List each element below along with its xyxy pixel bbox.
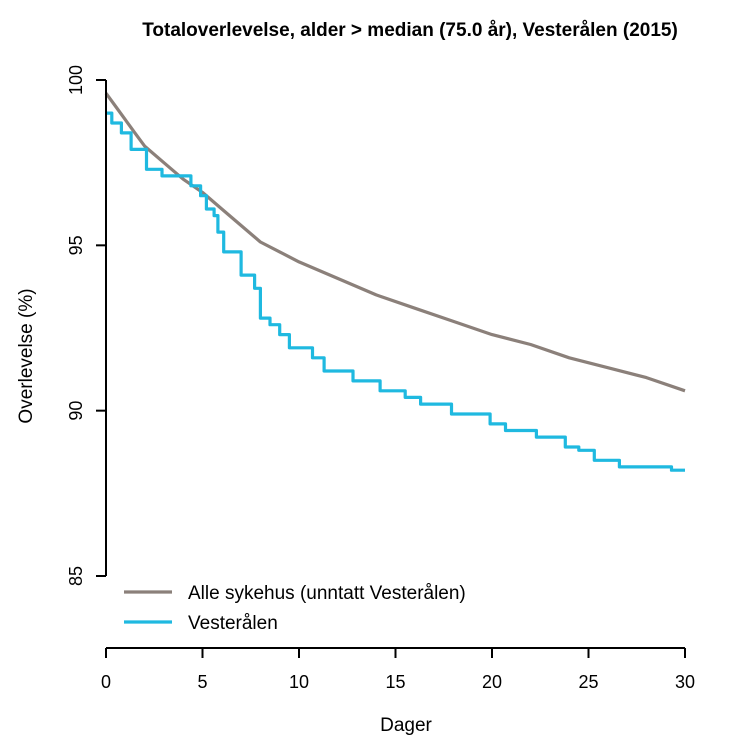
- y-tick-label: 85: [66, 566, 86, 586]
- x-tick-label: 25: [578, 672, 598, 692]
- y-tick-label: 95: [66, 235, 86, 255]
- x-axis-label: Dager: [380, 715, 432, 736]
- plot-lines: [104, 92, 686, 472]
- legend-label: Alle sykehus (unntatt Vesterålen): [188, 583, 466, 604]
- x-tick-label: 5: [197, 672, 207, 692]
- x-tick-label: 15: [385, 672, 405, 692]
- chart-title: Totaloverlevelse, alder > median (75.0 å…: [142, 20, 678, 41]
- y-axis-ticks: 85 90 95 100: [66, 65, 106, 586]
- x-tick-label: 10: [289, 672, 309, 692]
- legend-label: Vesterålen: [188, 613, 278, 634]
- x-tick-label: 20: [482, 672, 502, 692]
- x-tick-label: 30: [675, 672, 695, 692]
- series-line-vesteralen: [106, 111, 685, 472]
- y-tick-label: 100: [66, 65, 86, 95]
- x-axis-ticks: 0 5 10 15 20 25 30: [101, 648, 695, 692]
- y-tick-label: 90: [66, 401, 86, 421]
- x-tick-label: 0: [101, 672, 111, 692]
- y-axis-label: Overlevelse (%): [16, 288, 37, 423]
- series-line-alle-sykehus: [104, 92, 686, 393]
- legend: Alle sykehus (unntatt Vesterålen) Vesterå…: [124, 583, 466, 634]
